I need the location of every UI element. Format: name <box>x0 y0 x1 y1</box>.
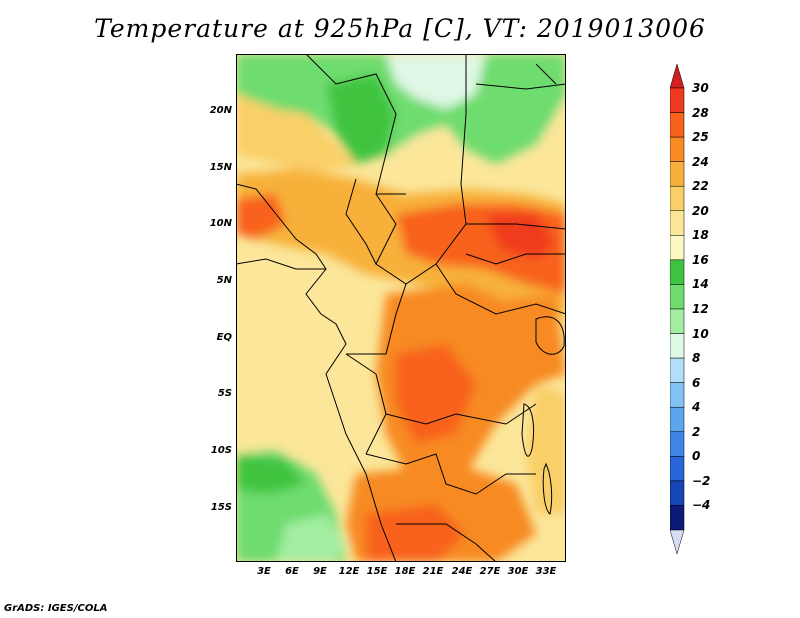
hottest-core <box>486 214 556 259</box>
lat-label-5n: 5N <box>216 275 232 286</box>
guinea-coast <box>236 258 326 270</box>
colorbar-label: 4 <box>692 400 701 415</box>
south-atlantic-green-patch <box>236 454 306 494</box>
lon-label-24e: 24E <box>451 566 473 577</box>
lon-label-3e: 3E <box>257 566 271 577</box>
colorbar-label: 25 <box>692 130 709 145</box>
colorbar-swatch <box>670 357 685 383</box>
colorbar-swatch <box>670 136 685 162</box>
lon-label-27e: 27E <box>479 566 501 577</box>
border-central-3 <box>465 253 566 265</box>
colorbar-swatch <box>670 284 685 310</box>
border-south-3 <box>385 403 537 425</box>
grads-credit: GrADS: IGES/COLA <box>4 603 108 614</box>
lon-label-15e: 15E <box>366 566 388 577</box>
colorbar-swatch <box>670 235 685 261</box>
colorbar-swatch <box>670 480 685 506</box>
lon-label-9e: 9E <box>313 566 327 577</box>
colorbar-bottom-arrow <box>670 529 685 555</box>
colorbar-swatch <box>670 112 685 138</box>
lat-label-15n: 15N <box>209 162 232 173</box>
border-central-2 <box>345 178 377 265</box>
border-south-4 <box>396 523 497 562</box>
colorbar-swatch <box>670 431 685 457</box>
temperature-map <box>236 54 566 562</box>
colorbar-label: 20 <box>692 203 709 218</box>
colorbar-swatch <box>670 259 685 285</box>
lake-tanganyika <box>521 403 535 457</box>
border-central-1 <box>375 193 566 285</box>
coast-red-sea <box>535 63 557 85</box>
colorbar-label: 22 <box>692 179 709 194</box>
lat-label-20n: 20N <box>209 105 232 116</box>
colorbar-label: 6 <box>692 375 701 390</box>
border-north-3 <box>475 83 566 90</box>
map-title: Temperature at 925hPa [C], VT: 201901300… <box>94 14 706 43</box>
north-cold-zone <box>386 54 486 109</box>
colorbar-label: 28 <box>692 105 709 120</box>
lon-label-21e: 21E <box>422 566 444 577</box>
atlantic-mild-zone <box>236 269 336 464</box>
lat-label-10n: 10N <box>209 218 232 229</box>
south-atlantic-light-patch <box>276 514 346 562</box>
lake-victoria <box>535 316 565 355</box>
colorbar-swatch <box>670 456 685 482</box>
border-north-2 <box>460 54 467 225</box>
colorbar-label: 12 <box>692 302 709 316</box>
north-green-patch <box>326 74 396 164</box>
lon-label-30e: 30E <box>507 566 529 577</box>
lon-label-18e: 18E <box>394 566 416 577</box>
lon-label-12e: 12E <box>338 566 360 577</box>
colorbar-label: 0 <box>692 449 701 464</box>
colorbar-swatch <box>670 210 685 236</box>
sahel-warm-strip <box>236 94 356 174</box>
colorbar-swatch <box>670 333 685 359</box>
border-south-1 <box>345 353 387 455</box>
colorbar-swatch <box>670 161 685 187</box>
colorbar-swatch <box>670 87 685 113</box>
north-cool-zone <box>236 54 566 164</box>
colorbar-label: 30 <box>692 81 709 95</box>
lon-label-6e: 6E <box>285 566 299 577</box>
colorbar-label: 8 <box>692 351 701 366</box>
colorbar-swatch <box>670 185 685 212</box>
colorbar-label: 10 <box>692 326 709 341</box>
colorbar-swatch <box>670 382 685 408</box>
south-hot-patch <box>366 504 466 562</box>
map-frame <box>236 54 566 562</box>
border-south-2 <box>365 453 536 495</box>
colorbar-swatch <box>670 308 685 334</box>
colorbar-label: 2 <box>692 424 701 439</box>
east-coast-warm-zone <box>526 384 566 514</box>
lat-label-eq: EQ <box>216 332 232 343</box>
colorbar-label: 18 <box>692 228 709 243</box>
interior-hot-patch <box>396 344 476 444</box>
lat-label-15s: 15S <box>210 502 232 513</box>
colorbar-top-arrow <box>670 63 685 89</box>
border-central-5 <box>435 263 566 315</box>
lat-label-5s: 5S <box>217 388 232 399</box>
border-central-4 <box>346 283 407 355</box>
colorbar-label: −2 <box>692 473 711 488</box>
colorbar-label: 14 <box>692 277 709 292</box>
lake-malawi <box>542 462 553 515</box>
lon-label-33e: 33E <box>535 566 557 577</box>
colorbar-label: 24 <box>692 154 709 169</box>
colorbar <box>670 63 685 555</box>
colorbar-swatch <box>670 505 685 531</box>
colorbar-label: 16 <box>692 252 709 267</box>
colorbar-swatch <box>670 406 685 433</box>
country-borders <box>236 54 566 562</box>
west-hot-patch <box>236 194 286 239</box>
lat-label-10s: 10S <box>210 445 232 456</box>
west-coastline <box>236 183 397 562</box>
colorbar-label: −4 <box>692 498 711 513</box>
